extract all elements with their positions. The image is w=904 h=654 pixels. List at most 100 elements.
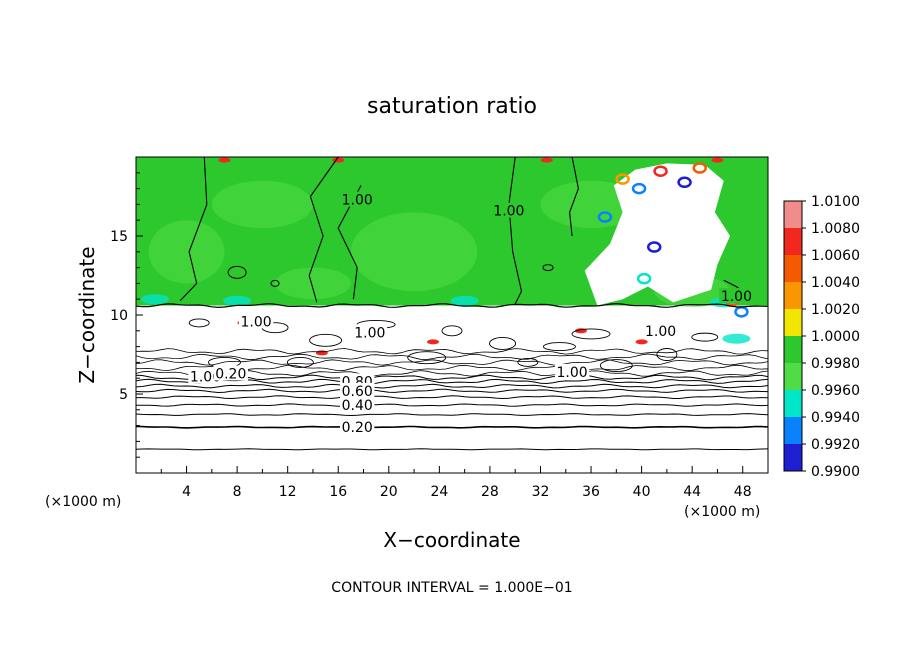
contour-cell	[542, 264, 554, 272]
x-tick-label: 40	[633, 484, 651, 500]
field-patch	[646, 241, 662, 253]
contour-label-bg	[340, 419, 375, 435]
contour-cell	[309, 333, 343, 347]
x-tick-label: 44	[683, 484, 701, 500]
contour-label: 1.00	[721, 289, 752, 305]
colorbar-swatch	[784, 390, 802, 418]
colorbar-label: 0.9940	[811, 410, 860, 426]
colorbar-label: 1.0100	[811, 194, 860, 210]
field-patch	[692, 162, 707, 174]
contour-labels: 1.001.001.001.001.00 1.001.001.000.20 0.80…	[188, 191, 754, 436]
field-patch	[540, 157, 553, 163]
field-patch	[635, 339, 648, 345]
x-tick-label: 4	[182, 484, 191, 500]
contour-label: 1.00	[342, 193, 373, 209]
colorbar-swatch	[784, 417, 802, 445]
colorbar-swatch	[784, 363, 802, 391]
contour-cell	[517, 357, 539, 367]
y-axis-ticks: 5 10 15	[110, 172, 143, 458]
contour-label: 1.00	[556, 365, 587, 381]
colorbar-label: 1.0020	[811, 302, 860, 318]
contour-label-bg	[554, 363, 590, 379]
contour-label-bg	[238, 313, 274, 329]
contour-label-bg	[340, 397, 375, 413]
contour-cell	[571, 328, 611, 340]
contour-line	[136, 448, 768, 451]
field-patch	[218, 157, 231, 163]
colorbar-label: 1.0060	[811, 248, 860, 264]
contour-line-1.00	[508, 157, 523, 305]
contour-label-bg	[491, 202, 527, 218]
contour-label-bg	[340, 382, 375, 398]
contour-line	[136, 359, 768, 366]
contour-label-bg	[719, 288, 754, 304]
field-patch	[211, 180, 313, 229]
contour-label: 0.20	[215, 366, 246, 382]
contour-label: 1.00	[645, 324, 676, 340]
colorbar-swatch	[784, 255, 802, 283]
field-patch	[636, 272, 652, 285]
colorbar-label: 1.0000	[811, 329, 860, 345]
colorbar-swatch	[784, 228, 802, 256]
contour-cell	[656, 348, 678, 361]
colorbar-label: 1.0080	[811, 221, 860, 237]
contour-label: 1.00	[240, 314, 271, 330]
field-patch	[450, 295, 479, 306]
colorbar-swatch	[784, 309, 802, 337]
contour-cell	[441, 325, 463, 337]
contour-label-bg	[213, 365, 248, 381]
contour-cell	[542, 342, 576, 352]
field-patch	[427, 339, 440, 345]
field-patch	[332, 157, 345, 163]
contour-line	[136, 383, 768, 389]
field-patch	[148, 220, 225, 284]
field-patch	[140, 294, 169, 305]
y-tick-label: 15	[110, 229, 128, 245]
x-unit-right: (×1000 m)	[684, 504, 760, 520]
contour-line	[136, 425, 768, 429]
x-tick-label: 48	[734, 484, 752, 500]
contour-lines	[136, 157, 768, 451]
y-axis-label: Z−coordinate	[75, 246, 99, 383]
contour-label-bg	[643, 322, 678, 338]
y-tick-label: 10	[110, 308, 128, 324]
contour-cell	[188, 318, 210, 328]
field-patch	[722, 333, 751, 344]
contour-cell	[407, 351, 447, 365]
contour-interval-note: CONTOUR INTERVAL = 1.000E−01	[331, 580, 572, 596]
y-tick-label: 5	[119, 387, 128, 403]
contour-cell	[270, 279, 280, 287]
saturation-field	[136, 157, 768, 373]
plot-area: 1.001.001.001.001.00 1.001.001.000.20 0.80…	[136, 157, 768, 451]
x-tick-label: 24	[430, 484, 448, 500]
x-tick-label: 16	[329, 484, 347, 500]
contour-label-bg	[340, 191, 375, 207]
contour-label: 0.40	[342, 398, 373, 414]
contour-line-1.00	[308, 157, 339, 303]
contour-line	[136, 388, 768, 394]
contour-cell	[489, 336, 517, 350]
contour-line-1.00	[337, 185, 362, 300]
field-patch	[631, 182, 647, 195]
field-patch	[597, 211, 613, 223]
colorbar: 1.0100 1.0080 1.0060 1.0040 1.0020 1.0000 0.99…	[783, 194, 860, 480]
chart-title: saturation ratio	[367, 94, 537, 119]
x-tick-label: 8	[233, 484, 242, 500]
colorbar-label: 0.9960	[811, 383, 860, 399]
field-patch	[350, 212, 478, 292]
contour-cell	[286, 356, 314, 368]
contour-cell	[691, 332, 719, 342]
contour-cell	[599, 359, 633, 373]
colorbar-label: 0.9980	[811, 356, 860, 372]
contour-label: 1.00	[493, 204, 524, 220]
x-tick-label: 36	[582, 484, 600, 500]
contour-line	[136, 395, 768, 400]
field-patch	[275, 267, 351, 300]
contour-label: 0.60	[342, 384, 373, 400]
x-tick-label: 32	[532, 484, 550, 500]
x-tick-label: 28	[481, 484, 499, 500]
contour-line	[136, 348, 768, 355]
field-patch	[734, 306, 749, 318]
colorbar-swatch	[784, 282, 802, 310]
